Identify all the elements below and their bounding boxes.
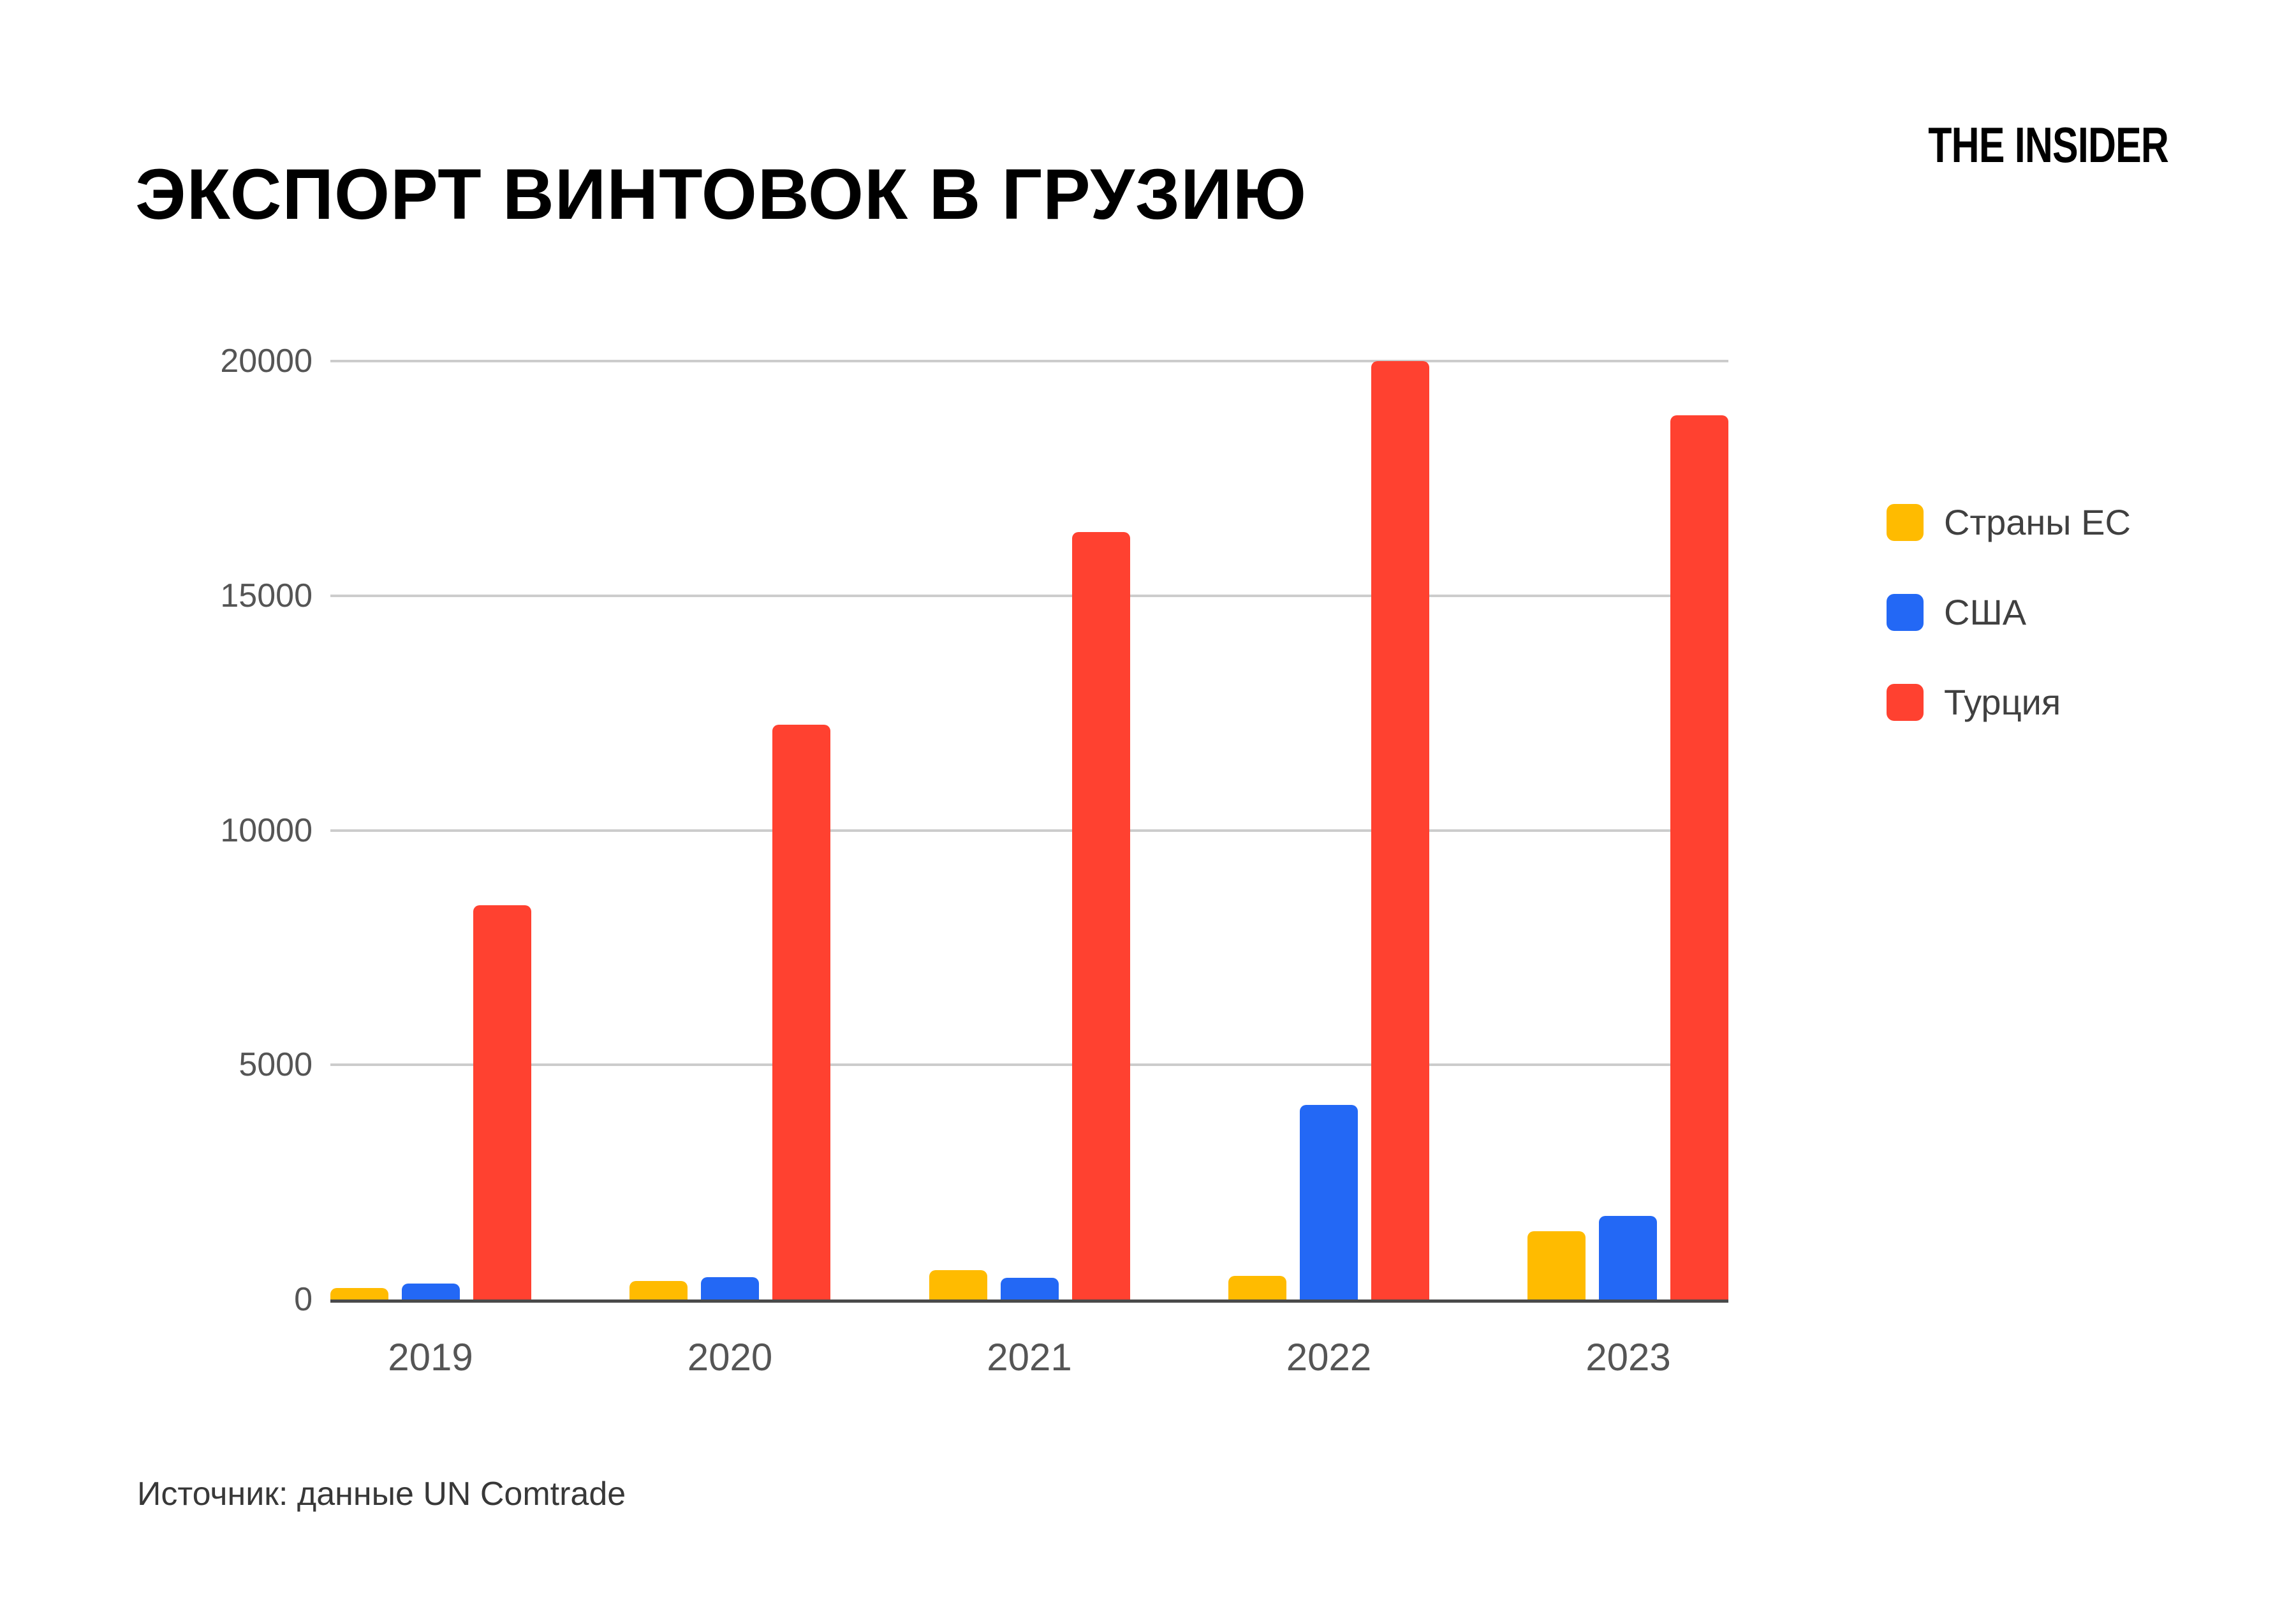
y-tick-label: 0	[294, 1281, 313, 1318]
x-tick-label-2020: 2020	[687, 1336, 773, 1379]
plot-area	[330, 360, 1728, 1303]
bar-eu-2020	[629, 1280, 688, 1299]
legend-swatch-eu	[1887, 503, 1924, 541]
page-title: ЭКСПОРТ ВИНТОВОК В ГРУЗИЮ	[135, 154, 1307, 235]
bar-turkey-2020	[772, 725, 831, 1299]
gridline	[330, 360, 1728, 362]
gridline	[330, 594, 1728, 597]
gridline	[330, 1063, 1728, 1067]
x-axis-line	[330, 1299, 1728, 1303]
y-tick-label: 10000	[220, 811, 313, 849]
bar-eu-2019	[330, 1287, 388, 1299]
bar-groups	[330, 361, 1728, 1299]
bar-usa-2023	[1599, 1216, 1657, 1299]
bar-usa-2022	[1299, 1104, 1358, 1299]
bar-group-2022	[1228, 361, 1429, 1299]
bar-turkey-2022	[1371, 361, 1429, 1299]
bar-group-2020	[629, 361, 831, 1299]
legend: Страны ЕС США Турция	[1887, 501, 2131, 723]
y-tick-label: 15000	[220, 577, 313, 614]
legend-swatch-usa	[1887, 593, 1924, 631]
legend-label-turkey: Турция	[1944, 682, 2061, 722]
x-tick-label-2022: 2022	[1286, 1336, 1372, 1379]
bar-usa-2020	[701, 1277, 760, 1299]
bar-turkey-2023	[1670, 415, 1728, 1299]
gridline	[330, 829, 1728, 832]
x-tick-label-2021: 2021	[987, 1336, 1072, 1379]
legend-item-turkey: Турция	[1887, 681, 2131, 723]
legend-label-usa: США	[1944, 592, 2027, 632]
bar-eu-2023	[1527, 1231, 1586, 1299]
bar-usa-2021	[1000, 1278, 1059, 1299]
y-axis-labels: 0 5000 10000 15000 20000	[96, 343, 313, 1318]
x-axis-labels: 2019 2020 2021 2022 2023	[330, 1335, 1728, 1379]
source-note: Источник: данные UN Comtrade	[137, 1476, 626, 1513]
bar-group-2019	[330, 361, 531, 1299]
the-insider-logo: THE INSIDER	[1928, 117, 2169, 173]
y-tick-label: 5000	[239, 1046, 313, 1084]
x-tick-label-2019: 2019	[388, 1336, 473, 1379]
bar-turkey-2019	[473, 905, 531, 1299]
bar-usa-2019	[402, 1284, 460, 1299]
x-tick-label-2023: 2023	[1586, 1336, 1671, 1379]
bar-eu-2022	[1228, 1276, 1286, 1299]
legend-swatch-turkey	[1887, 683, 1924, 721]
bar-turkey-2021	[1071, 532, 1130, 1299]
legend-item-eu: Страны ЕС	[1887, 501, 2131, 543]
bar-eu-2021	[929, 1270, 987, 1299]
bar-group-2021	[929, 361, 1130, 1299]
y-tick-label: 20000	[220, 343, 313, 380]
legend-item-usa: США	[1887, 591, 2131, 633]
legend-label-eu: Страны ЕС	[1944, 502, 2131, 542]
bar-group-2023	[1527, 361, 1728, 1299]
